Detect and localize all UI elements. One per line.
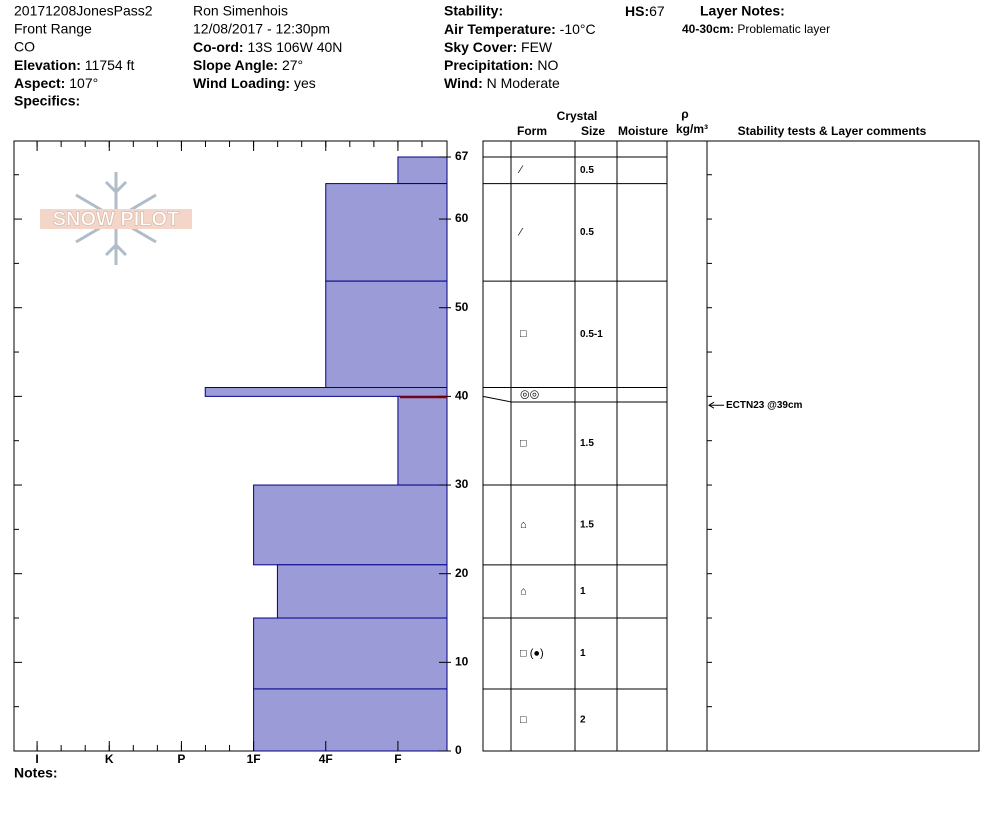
grain-size: 0.5-1 [580, 329, 603, 340]
grain-form: ⌂ [520, 519, 527, 531]
x-tick-label: P [177, 752, 185, 766]
col-header: Crystal [557, 109, 598, 123]
stability: Stability: [444, 3, 503, 19]
col-header: ρ [681, 107, 688, 121]
precip: Precipitation: NO [444, 57, 558, 73]
y-tick-label: 10 [455, 655, 469, 669]
value: N Moderate [487, 75, 560, 91]
table-frame [482, 140, 980, 752]
y-tick-label: 67 [455, 149, 469, 163]
value: 107° [69, 75, 98, 91]
datetime: 12/08/2017 - 12:30pm [193, 21, 330, 37]
y-tick-label: 0 [455, 743, 462, 757]
observer: Ron Simenhois [193, 3, 288, 19]
col-header: Size [581, 124, 605, 138]
slope: Slope Angle: 27° [193, 57, 303, 73]
layer-note: 40-30cm: Problematic layer [682, 22, 830, 36]
col-header: Moisture [618, 124, 668, 138]
grain-size: 1 [580, 648, 586, 659]
value: 27° [282, 57, 303, 73]
y-tick-label: 30 [455, 477, 469, 491]
value: 13S 106W 40N [247, 39, 342, 55]
label: Slope Angle: [193, 57, 278, 73]
grain-size: 1.5 [580, 520, 594, 531]
elevation: Elevation: 11754 ft [14, 57, 134, 73]
hardness-bar [253, 688, 448, 752]
hardness-bar [397, 156, 448, 185]
label: Air Temperature: [444, 21, 556, 37]
grain-form: ⁄ [517, 226, 524, 238]
hardness-bar [204, 387, 448, 397]
grain-form: □ [520, 328, 527, 340]
label: Precipitation: [444, 57, 533, 73]
grain-size: 2 [580, 715, 586, 726]
air-temp: Air Temperature: -10°C [444, 21, 596, 37]
specifics: Specifics: [14, 93, 80, 109]
y-tick-label: 20 [455, 566, 469, 580]
layer-connector [482, 395, 512, 403]
aspect: Aspect: 107° [14, 75, 98, 91]
col-header: kg/m³ [676, 122, 708, 136]
label: Wind: [444, 75, 483, 91]
y-tick-label: 40 [455, 389, 469, 403]
wind-loading: Wind Loading: yes [193, 75, 316, 91]
hardness-bar [253, 484, 448, 566]
wind: Wind: N Moderate [444, 75, 560, 91]
value: FEW [521, 39, 553, 55]
grain-form: □ (●) [520, 647, 544, 659]
hs: HS:67 [625, 3, 665, 19]
y-tick-label: 50 [455, 300, 469, 314]
label: HS: [625, 3, 649, 19]
coord: Co-ord: 13S 106W 40N [193, 39, 342, 55]
grain-form: ◎◎ [520, 389, 539, 401]
grain-form: ⁄ [517, 164, 524, 176]
value: NO [537, 57, 558, 73]
hardness-bar [276, 564, 448, 619]
logo-text: SNOW PILOT [53, 208, 180, 230]
pit-name: 20171208JonesPass2 [14, 3, 153, 19]
notes: Notes: [14, 765, 58, 781]
x-tick-label: I [35, 752, 38, 766]
x-tick-label: K [105, 752, 114, 766]
hardness-bar [253, 617, 448, 690]
value: Problematic layer [737, 22, 830, 36]
col-header: Stability tests & Layer comments [738, 124, 927, 138]
x-tick-label: F [394, 752, 401, 766]
y-tick-label: 60 [455, 211, 469, 225]
logo-band [40, 209, 192, 229]
label: Co-ord: [193, 39, 244, 55]
grain-size: 1.5 [580, 438, 594, 449]
table-columns [510, 141, 708, 751]
label: Sky Cover: [444, 39, 517, 55]
value: yes [294, 75, 316, 91]
sky: Sky Cover: FEW [444, 39, 553, 55]
hardness-bar [397, 395, 448, 486]
hardness-bar [325, 183, 448, 282]
grain-size: 0.5 [580, 227, 594, 238]
col-header: Form [517, 124, 547, 138]
grain-size: 0.5 [580, 165, 594, 176]
grain-form: □ [520, 437, 527, 449]
range: Front Range [14, 21, 92, 37]
label: Aspect: [14, 75, 65, 91]
label: Elevation: [14, 57, 81, 73]
x-tick-label: 4F [319, 752, 333, 766]
grain-form: □ [520, 714, 527, 726]
test-label: ECTN23 @39cm [726, 400, 803, 411]
label: Wind Loading: [193, 75, 290, 91]
hardness-bar [325, 280, 448, 389]
test-arrowhead [708, 401, 715, 409]
state: CO [14, 39, 35, 55]
layer-notes: Layer Notes: [700, 3, 785, 19]
x-tick-label: 1F [247, 752, 261, 766]
grain-size: 1 [580, 586, 586, 597]
grain-form: ⌂ [520, 585, 527, 597]
value: -10°C [560, 21, 596, 37]
label: 40-30cm: [682, 22, 734, 36]
value: 67 [649, 3, 665, 19]
value: 11754 ft [85, 57, 135, 73]
